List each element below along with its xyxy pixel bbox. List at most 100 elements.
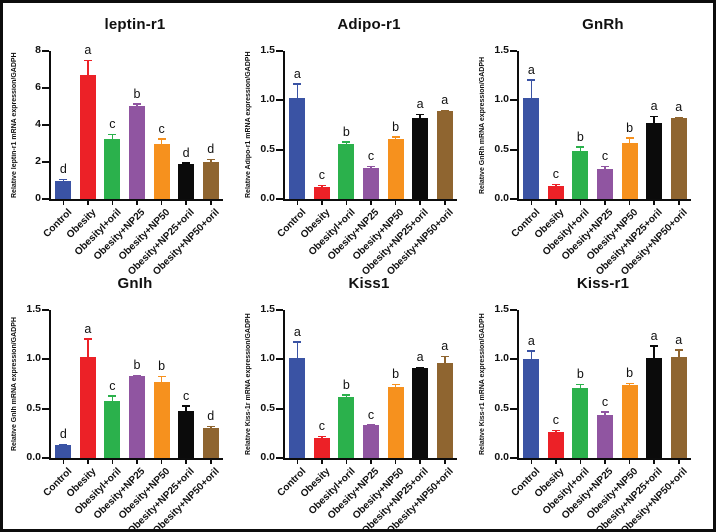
significance-letter: a <box>293 324 301 339</box>
x-axis-tick <box>160 460 163 464</box>
bar <box>313 438 330 458</box>
x-axis-tick <box>419 201 421 205</box>
error-bar-cap <box>576 383 585 386</box>
x-axis-tick <box>419 460 421 464</box>
error-bar <box>296 83 298 103</box>
x-axis-tick <box>555 460 557 464</box>
significance-letter: a <box>293 66 301 81</box>
bar <box>153 143 170 199</box>
error-bar <box>111 134 114 143</box>
chart-title: GnRh <box>582 16 624 33</box>
significance-letter: c <box>552 167 560 182</box>
error-bar <box>530 79 532 103</box>
bar <box>523 98 540 199</box>
bar <box>572 387 589 458</box>
error-bar-cap <box>527 79 536 81</box>
x-axis-tick <box>653 460 655 464</box>
significance-letter: b <box>392 367 400 381</box>
bar <box>104 138 121 199</box>
significance-letter: a <box>416 97 424 112</box>
bar <box>338 143 355 199</box>
error-bar-cap <box>317 184 326 187</box>
significance-letter: c <box>367 149 375 164</box>
error-bar <box>321 436 323 443</box>
y-tick-label: 1.5 <box>494 44 509 56</box>
y-tick-label: 6 <box>35 81 41 93</box>
y-tick-label: 0.5 <box>260 142 275 155</box>
x-axis-tick <box>111 201 114 205</box>
error-bar <box>370 424 372 430</box>
x-axis-tick <box>296 460 298 464</box>
significance-letter: d <box>59 162 67 176</box>
bar <box>597 169 613 199</box>
error-bar-cap <box>601 165 609 168</box>
x-axis-tick <box>628 201 631 205</box>
y-tick-label: 0.0 <box>494 192 509 204</box>
y-axis-tick <box>510 407 517 410</box>
x-axis-tick <box>370 201 372 205</box>
error-bar <box>628 383 631 389</box>
y-axis-tick <box>42 457 49 459</box>
significance-letter: b <box>342 377 350 392</box>
y-tick-label: 1.0 <box>260 93 275 106</box>
y-tick-label: 2 <box>35 155 41 167</box>
y-axis-tick <box>510 148 517 151</box>
error-bar-cap <box>650 115 659 118</box>
error-bar-cap <box>108 133 117 136</box>
y-tick-label: 0.5 <box>494 142 509 155</box>
bar <box>523 359 540 458</box>
significance-letter: c <box>601 394 609 409</box>
bar-chart: leptin-r1 Relative leptin-r1 mRNA expres… <box>5 5 239 278</box>
error-bar-cap <box>576 146 585 148</box>
error-bar-cap <box>317 435 326 438</box>
x-axis-tick <box>394 460 397 464</box>
bar <box>289 98 306 199</box>
error-bar <box>444 356 446 368</box>
significance-letter: a <box>527 62 535 77</box>
y-tick-label: 1.0 <box>260 352 275 365</box>
error-bar <box>653 345 655 363</box>
bar <box>363 425 379 458</box>
bar <box>202 428 219 458</box>
bar <box>178 410 195 458</box>
error-bar-cap <box>625 382 634 385</box>
bar-chart: Adipo-r1 Relative Adipo-r1 mRNA expressi… <box>239 5 473 278</box>
significance-letter: b <box>626 366 634 380</box>
significance-letter: b <box>133 358 141 373</box>
y-axis-tick <box>276 198 283 200</box>
y-axis-tick <box>510 99 517 102</box>
x-axis-tick <box>444 201 446 205</box>
error-bar <box>160 376 163 386</box>
error-bar <box>185 405 187 415</box>
bar <box>646 123 663 199</box>
error-bar <box>530 350 532 364</box>
bar <box>387 387 404 458</box>
bar <box>313 187 330 199</box>
error-bar-cap <box>601 411 609 413</box>
error-bar <box>62 444 64 450</box>
error-bar <box>394 136 397 143</box>
error-bar-cap <box>83 59 92 62</box>
error-bar <box>579 146 582 155</box>
y-tick-label: 0.0 <box>26 451 41 463</box>
bar <box>670 118 687 199</box>
bar <box>436 111 453 199</box>
bar <box>547 186 564 199</box>
bar <box>129 105 145 199</box>
y-tick-label: 0.5 <box>494 401 509 414</box>
x-axis-tick <box>185 201 187 205</box>
y-axis-tick <box>510 50 517 52</box>
y-tick-label: 0.5 <box>26 401 41 414</box>
significance-letter: b <box>133 86 141 101</box>
bar <box>153 382 170 458</box>
significance-letter: d <box>182 145 190 160</box>
y-axis-tick <box>510 198 517 200</box>
y-axis-tick <box>276 358 283 361</box>
significance-letter: b <box>576 367 584 381</box>
error-bar <box>136 103 138 110</box>
chart-title: leptin-r1 <box>104 16 166 33</box>
bar-chart: Kiss1 Relative Kiss-1r mRNA expression/G… <box>239 264 473 529</box>
error-bar-cap <box>293 341 302 343</box>
y-axis-tick <box>42 358 49 361</box>
